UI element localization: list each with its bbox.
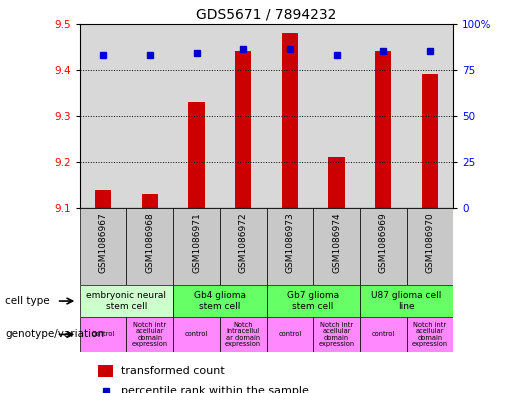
Bar xyxy=(98,365,113,377)
Text: GSM1086969: GSM1086969 xyxy=(379,212,388,273)
Bar xyxy=(360,285,453,317)
Text: control: control xyxy=(185,331,208,338)
Bar xyxy=(267,285,360,317)
Bar xyxy=(173,317,220,352)
Text: embryonic neural
stem cell: embryonic neural stem cell xyxy=(87,291,166,311)
Text: GSM1086970: GSM1086970 xyxy=(425,212,434,273)
Text: genotype/variation: genotype/variation xyxy=(5,329,104,340)
Bar xyxy=(267,208,313,285)
Text: GSM1086972: GSM1086972 xyxy=(238,212,248,273)
Bar xyxy=(406,317,453,352)
Bar xyxy=(188,102,204,208)
Text: control: control xyxy=(278,331,301,338)
Bar xyxy=(173,208,220,285)
Text: Notch intr
acellular
domain
expression: Notch intr acellular domain expression xyxy=(132,322,168,347)
Text: Notch intr
acellular
domain
expression: Notch intr acellular domain expression xyxy=(318,322,355,347)
Text: GSM1086974: GSM1086974 xyxy=(332,212,341,273)
Title: GDS5671 / 7894232: GDS5671 / 7894232 xyxy=(196,7,337,21)
Bar xyxy=(220,317,267,352)
Bar xyxy=(80,285,173,317)
Bar xyxy=(80,317,127,352)
Bar xyxy=(267,317,313,352)
Bar xyxy=(142,195,158,208)
Bar xyxy=(422,74,438,208)
Text: GSM1086967: GSM1086967 xyxy=(99,212,108,273)
Text: control: control xyxy=(92,331,115,338)
Bar xyxy=(80,208,127,285)
Text: U87 glioma cell
line: U87 glioma cell line xyxy=(371,291,442,311)
Text: cell type: cell type xyxy=(5,296,50,306)
Text: percentile rank within the sample: percentile rank within the sample xyxy=(121,386,309,393)
Bar xyxy=(360,317,406,352)
Text: GSM1086973: GSM1086973 xyxy=(285,212,295,273)
Bar xyxy=(127,208,173,285)
Text: control: control xyxy=(371,331,395,338)
Text: Gb7 glioma
stem cell: Gb7 glioma stem cell xyxy=(287,291,339,311)
Text: GSM1086968: GSM1086968 xyxy=(145,212,154,273)
Text: GSM1086971: GSM1086971 xyxy=(192,212,201,273)
Text: Gb4 glioma
stem cell: Gb4 glioma stem cell xyxy=(194,291,246,311)
Text: Notch intr
acellular
domain
expression: Notch intr acellular domain expression xyxy=(412,322,448,347)
Bar xyxy=(220,208,267,285)
Bar xyxy=(360,208,406,285)
Bar xyxy=(313,208,360,285)
Bar xyxy=(375,51,391,208)
Bar xyxy=(127,317,173,352)
Bar xyxy=(313,317,360,352)
Bar xyxy=(95,190,111,208)
Text: transformed count: transformed count xyxy=(121,366,225,376)
Bar xyxy=(235,51,251,208)
Text: Notch
intracellul
ar domain
expression: Notch intracellul ar domain expression xyxy=(225,322,261,347)
Bar xyxy=(329,158,345,208)
Bar xyxy=(173,285,267,317)
Bar xyxy=(282,33,298,208)
Bar xyxy=(406,208,453,285)
